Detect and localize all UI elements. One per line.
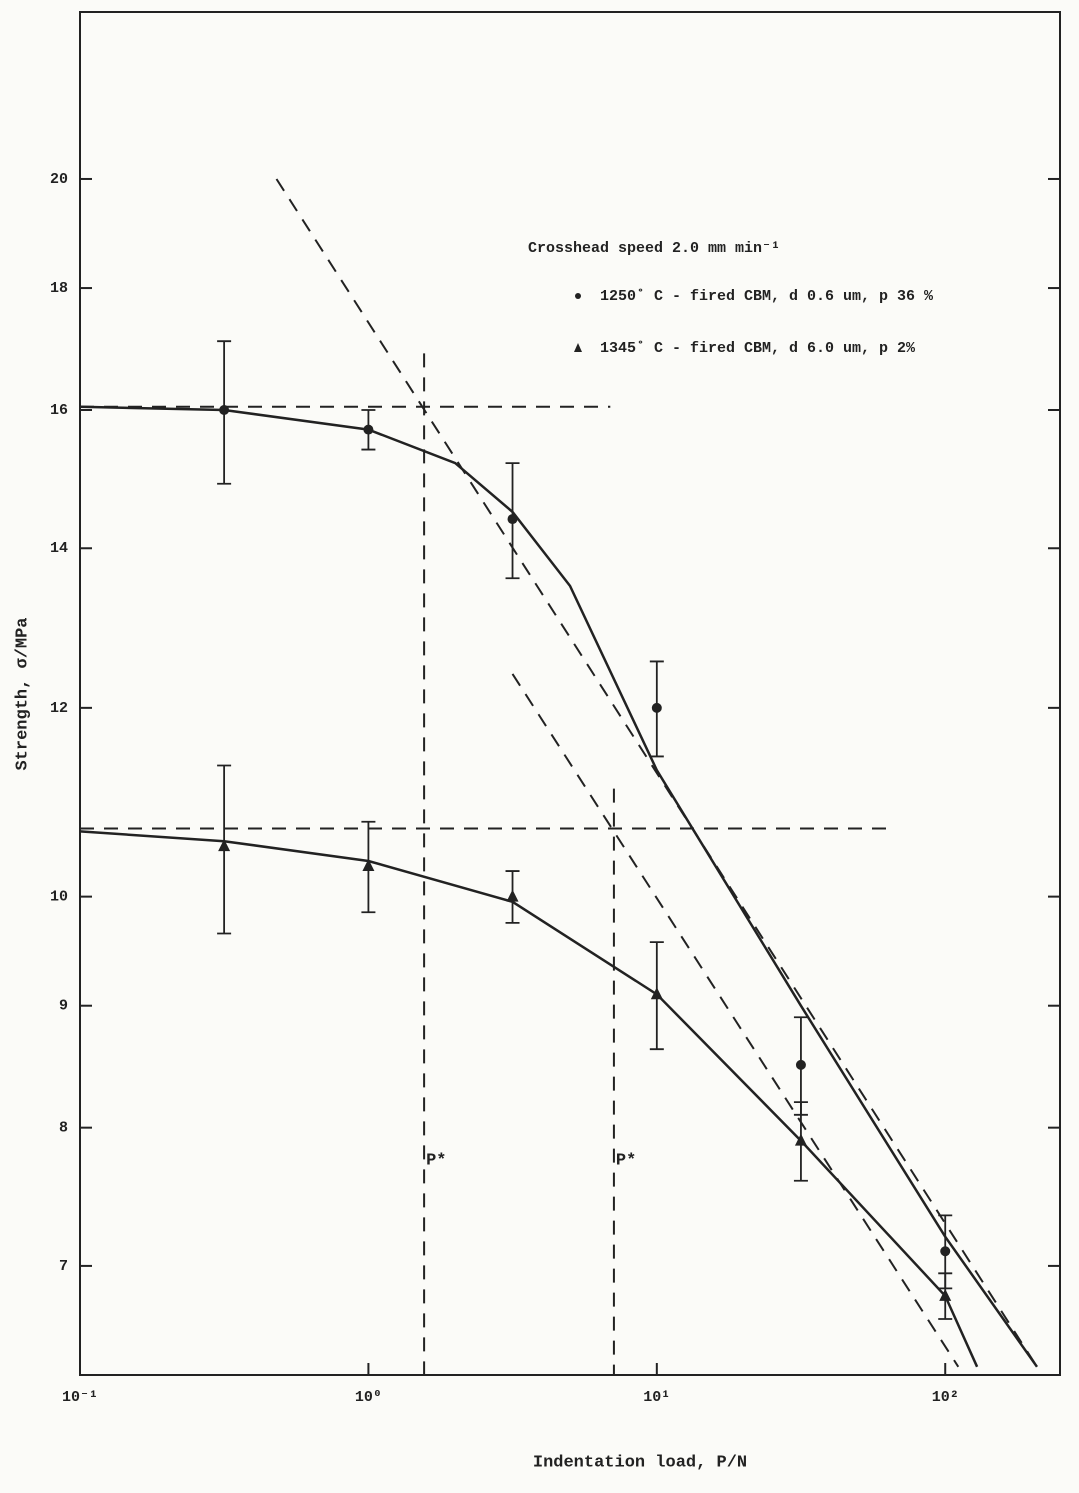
legend-marker bbox=[575, 293, 581, 299]
x-tick-label: 10¹ bbox=[643, 1389, 670, 1406]
point bbox=[652, 703, 662, 713]
y-tick-label: 7 bbox=[59, 1258, 68, 1275]
legend-label: 1250˚ C - fired CBM, d 0.6 um, p 36 % bbox=[600, 288, 934, 305]
annotation: Crosshead speed 2.0 mm min⁻¹ bbox=[528, 240, 780, 257]
y-tick-label: 10 bbox=[50, 889, 68, 906]
y-tick-label: 14 bbox=[50, 540, 68, 557]
y-tick-label: 16 bbox=[50, 402, 68, 419]
fit-curve bbox=[80, 831, 977, 1366]
pstar-label: P* bbox=[616, 1151, 636, 1170]
point bbox=[508, 514, 518, 524]
point bbox=[363, 425, 373, 435]
y-tick-label: 18 bbox=[50, 280, 68, 297]
y-tick-label: 8 bbox=[59, 1120, 68, 1137]
point bbox=[940, 1246, 950, 1256]
y-tick-label: 20 bbox=[50, 171, 68, 188]
point bbox=[219, 405, 229, 415]
chart: Indentation load, P/N Strength, σ/MPa Cr… bbox=[0, 0, 1079, 1493]
y-axis-label: Strength, σ/MPa bbox=[13, 617, 32, 770]
plot-frame bbox=[80, 12, 1060, 1375]
x-tick-label: 10⁰ bbox=[355, 1389, 382, 1406]
dashed-line bbox=[277, 179, 1038, 1367]
y-tick-label: 9 bbox=[59, 998, 68, 1015]
point bbox=[796, 1060, 806, 1070]
point bbox=[651, 987, 663, 999]
y-tick-label: 12 bbox=[50, 700, 68, 717]
point bbox=[507, 890, 519, 902]
x-tick-label: 10² bbox=[932, 1389, 959, 1406]
x-axis-label: Indentation load, P/N bbox=[533, 1453, 747, 1472]
x-tick-label: 10⁻¹ bbox=[62, 1389, 98, 1406]
legend-marker bbox=[574, 343, 582, 352]
dashed-line bbox=[513, 674, 959, 1367]
legend-label: 1345˚ C - fired CBM, d 6.0 um, p 2% bbox=[600, 340, 916, 357]
pstar-label: P* bbox=[426, 1151, 446, 1170]
